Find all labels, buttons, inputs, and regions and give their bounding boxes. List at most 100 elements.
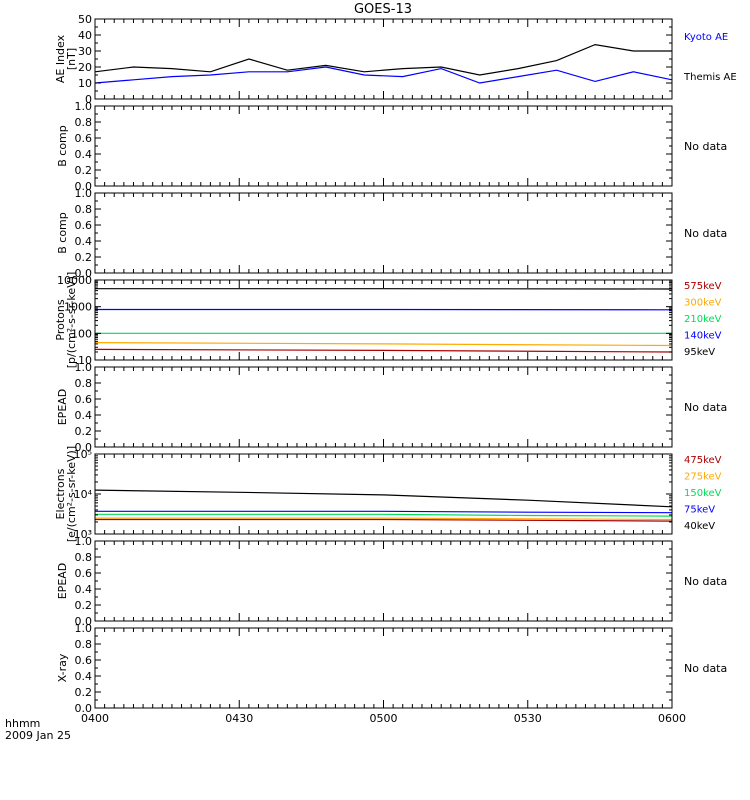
panel-3: 0.0 0.2 0.4 0.6 0.8 1.0 B comp No data	[56, 187, 727, 280]
y-tick-label: 0	[85, 93, 92, 106]
x-tick-label: 0530	[514, 712, 542, 725]
panel-frame	[94, 453, 673, 535]
y-tick-label: 1.0	[75, 622, 93, 635]
y-tick-label: 10⁴	[74, 488, 93, 501]
series-line-40kev	[94, 489, 673, 508]
legend-label: Themis AE	[683, 72, 737, 83]
y-tick-label: 0.0	[75, 267, 93, 280]
y-tick-label: 0.6	[75, 567, 93, 580]
panel-frame	[94, 627, 673, 709]
panel-1: Kyoto AE Themis AE 0 10 20 30 40 50 AE Index[nT]	[54, 13, 737, 106]
y-tick-label: 1.0	[75, 535, 93, 548]
y-tick-label: 0.0	[75, 702, 93, 715]
y-tick-label: 10	[78, 354, 92, 367]
y-tick-label: 50	[78, 13, 92, 26]
y-tick-label: 0.2	[75, 251, 93, 264]
y-axis-label: B comp	[56, 212, 69, 254]
panel-frame	[94, 192, 673, 274]
panel-5: 0.0 0.2 0.4 0.6 0.8 1.0 EPEAD No data	[56, 361, 727, 454]
y-tick-label: 0.0	[75, 441, 93, 454]
y-tick-label: 1.0	[75, 100, 93, 113]
no-data-note: No data	[684, 575, 727, 588]
y-tick-label: 30	[78, 45, 92, 58]
footer-date-label: 2009 Jan 25	[5, 729, 71, 742]
no-data-note: No data	[684, 401, 727, 414]
y-axis-label: [e/(cm²-s-sr-keV)]	[65, 446, 78, 542]
legend-label: 475keV	[684, 455, 722, 466]
y-axis-label: Electrons	[54, 468, 67, 519]
y-axis-label: EPEAD	[56, 563, 69, 600]
y-axis-label: EPEAD	[56, 389, 69, 426]
y-tick-label: 0.0	[75, 615, 93, 628]
y-tick-label: 10⁵	[74, 448, 92, 461]
y-tick-label: 10	[78, 77, 92, 90]
y-tick-label: 10³	[74, 528, 92, 541]
series-line-themis-ae	[94, 43, 672, 76]
y-tick-label: 1.0	[75, 187, 93, 200]
panel-7: 0.0 0.2 0.4 0.6 0.8 1.0 EPEAD No data	[56, 535, 727, 628]
panel-frame	[94, 366, 673, 448]
panels: Kyoto AE Themis AE 0 10 20 30 40 50 AE Index[nT]…	[54, 13, 737, 725]
no-data-note: No data	[684, 140, 727, 153]
y-tick-label: 0.2	[75, 425, 93, 438]
y-tick-label: 0.2	[75, 599, 93, 612]
y-tick-label: 20	[78, 61, 92, 74]
series-line-300kev	[94, 342, 673, 347]
x-tick-label: 0430	[225, 712, 253, 725]
y-axis-label: Protons	[54, 299, 67, 340]
y-tick-label: 40	[78, 29, 92, 42]
y-tick-label: 0.4	[75, 235, 93, 248]
y-tick-label: 0.6	[75, 132, 93, 145]
panel-frame	[94, 279, 673, 361]
legend-label: 75keV	[684, 505, 715, 516]
no-data-note: No data	[684, 662, 727, 675]
y-tick-label: 0.0	[75, 180, 93, 193]
y-tick-label: 10000	[57, 274, 92, 287]
plot-title: GOES-13	[354, 2, 412, 17]
series-line-kyoto-ae	[94, 66, 673, 84]
panel-frame	[94, 540, 673, 622]
y-tick-label: 0.4	[75, 409, 93, 422]
y-axis-label: AE Index	[54, 34, 67, 83]
y-tick-label: 0.6	[75, 393, 93, 406]
y-tick-label: 0.4	[75, 583, 93, 596]
series-line-75kev	[95, 510, 673, 514]
no-data-note: No data	[684, 227, 727, 240]
panel-frame	[94, 18, 673, 100]
y-axis-label: [p/(cm²-s-sr-keV)]	[65, 272, 78, 369]
y-tick-label: 0.2	[75, 686, 93, 699]
legend-label: Kyoto AE	[684, 32, 728, 43]
x-tick-label: 0400	[81, 712, 109, 725]
y-tick-label: 0.2	[75, 164, 93, 177]
y-tick-label: 1000	[64, 301, 92, 314]
x-tick-label: 0600	[658, 712, 686, 725]
y-tick-label: 0.8	[75, 377, 93, 390]
panel-8: 0.0 0.2 0.4 0.6 0.8 1.0 X-ray No data	[56, 622, 727, 715]
legend-label: 150keV	[684, 488, 722, 499]
y-tick-label: 0.4	[75, 670, 93, 683]
series-line-150kev	[95, 513, 673, 517]
y-tick-label: 0.6	[75, 219, 93, 232]
legend-label: 300keV	[684, 298, 722, 309]
x-tick-label: 0500	[370, 712, 398, 725]
legend-label: 575keV	[684, 281, 722, 292]
footer-time-label: hhmm	[5, 717, 40, 730]
series-line-475kev	[95, 518, 673, 522]
y-axis-label: X-ray	[56, 653, 69, 682]
panel-2: 0.0 0.2 0.4 0.6 0.8 1.0 B comp No data	[56, 100, 727, 193]
y-tick-label: 0.8	[75, 203, 93, 216]
legend-label: 210keV	[684, 314, 722, 325]
y-tick-label: 0.8	[75, 116, 93, 129]
y-tick-label: 0.8	[75, 551, 93, 564]
y-tick-label: 0.4	[75, 148, 93, 161]
legend-label: 95keV	[684, 347, 715, 358]
panel-4: 575keV 300keV 210keV 140keV 95keV 10 100 1000 10…	[54, 272, 722, 369]
panel-6: 475keV 275keV 150keV 75keV 40keV 10³ 10⁴ 10⁵ Ele…	[54, 446, 722, 542]
y-axis-label: B comp	[56, 125, 69, 167]
legend-label: 140keV	[684, 331, 722, 342]
y-tick-label: 100	[71, 327, 92, 340]
series-line-575kev	[94, 348, 673, 353]
y-axis-label: [nT]	[65, 48, 78, 70]
legend-label: 275keV	[684, 472, 722, 483]
